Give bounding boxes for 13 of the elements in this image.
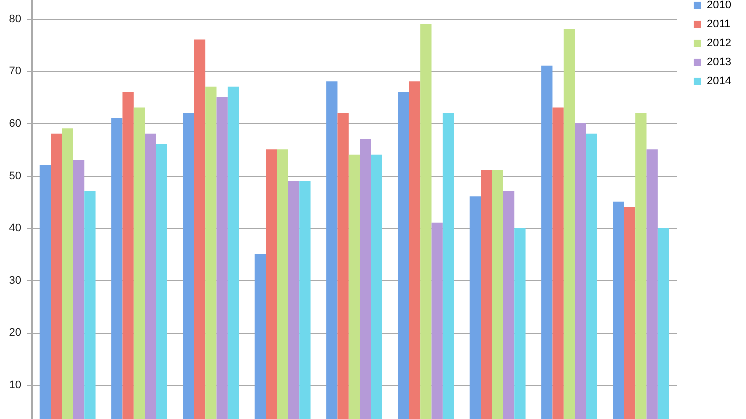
- y-tick-label: 80: [9, 13, 22, 26]
- legend-label: 2012: [707, 38, 732, 50]
- y-tick-label: 60: [9, 118, 22, 130]
- y-tick-label: 30: [9, 274, 22, 287]
- y-tick-label: 50: [9, 170, 22, 182]
- y-tick-label: 70: [9, 66, 22, 78]
- y-tick-label: 10: [9, 380, 22, 392]
- legend-label: 2014: [707, 76, 732, 88]
- legend-label: 2013: [707, 56, 732, 68]
- y-tick-label: 20: [9, 327, 22, 340]
- legend-label: 2011: [707, 18, 731, 30]
- y-tick-label: 40: [9, 222, 22, 235]
- legend-label: 2010: [707, 0, 732, 12]
